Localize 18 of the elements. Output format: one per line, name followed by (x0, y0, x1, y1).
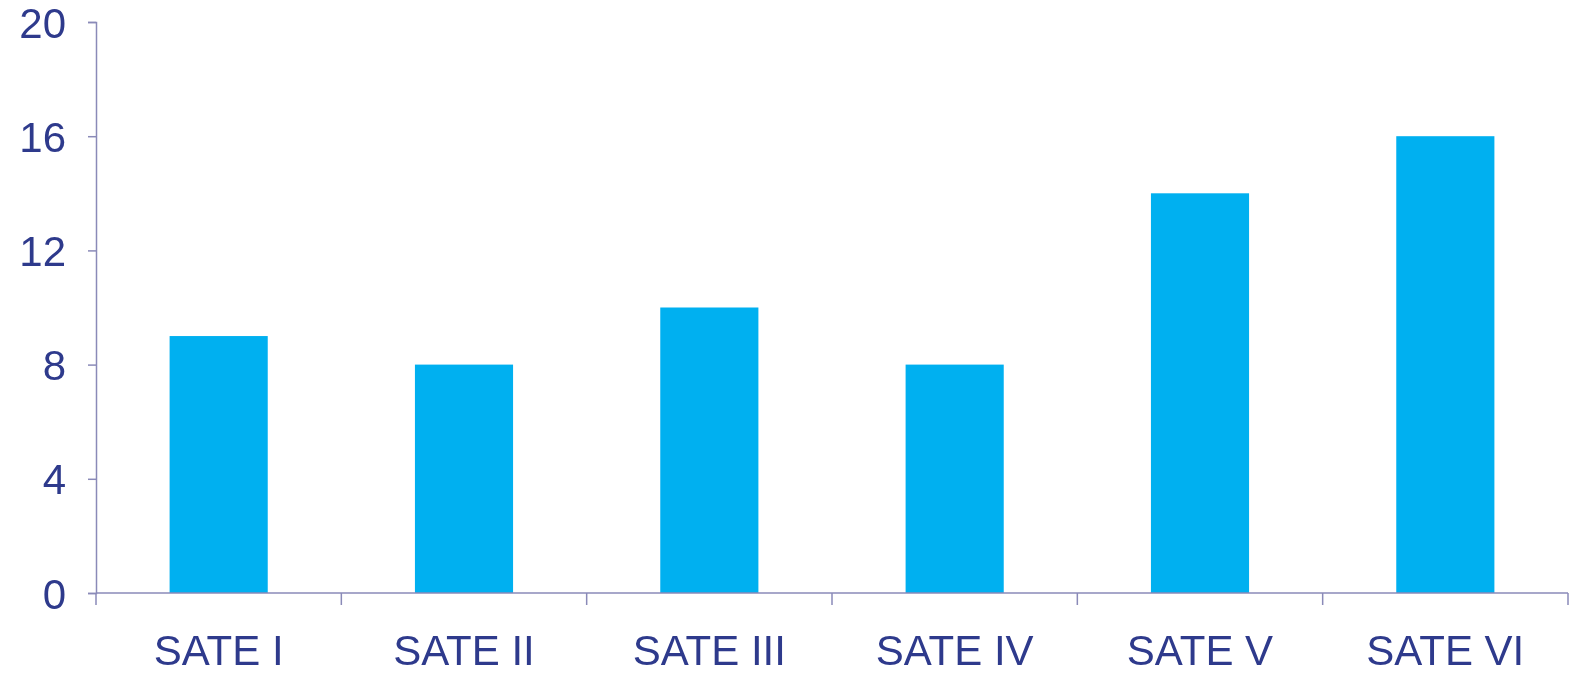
y-tick-label: 20 (19, 0, 66, 47)
x-tick-label: SATE II (393, 627, 535, 674)
y-tick-label: 0 (42, 570, 66, 618)
x-tick-label: SATE VI (1366, 627, 1525, 674)
y-tick-label: 8 (42, 342, 66, 390)
bar (414, 364, 514, 593)
y-tick-label: 12 (19, 228, 66, 276)
x-tick-label: SATE I (153, 627, 284, 674)
bar (1396, 136, 1495, 593)
bar (905, 364, 1004, 593)
bar (169, 336, 268, 593)
y-tick-label: 4 (42, 456, 66, 504)
bar (1150, 193, 1250, 593)
x-tick-label: SATE III (632, 627, 786, 674)
x-tick-label: SATE V (1126, 627, 1274, 674)
x-tick-label: SATE IV (875, 627, 1034, 674)
bar (660, 307, 759, 593)
y-tick-label: 16 (19, 113, 66, 161)
